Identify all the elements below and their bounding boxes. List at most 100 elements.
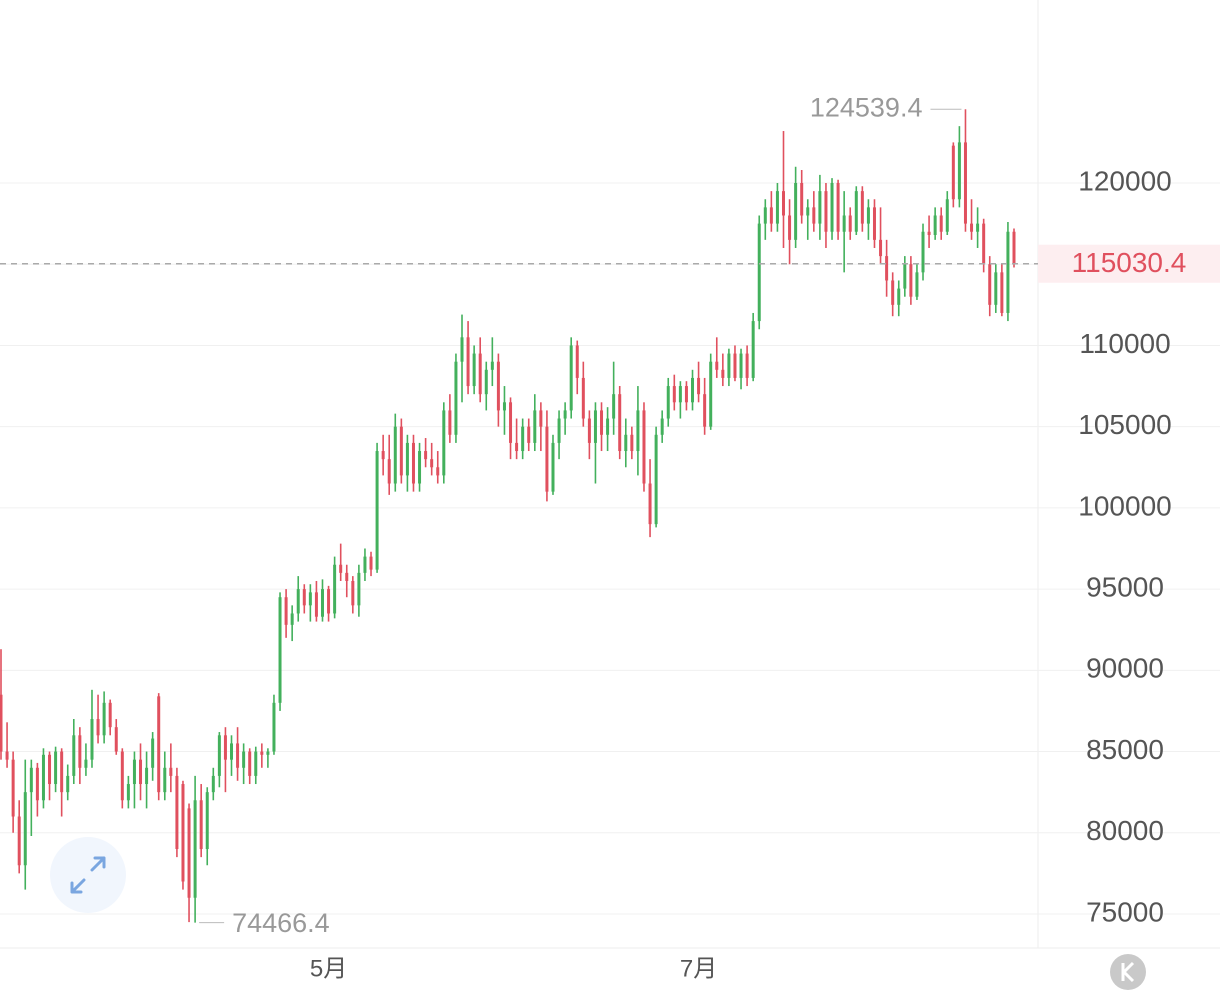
candle-body bbox=[678, 386, 682, 403]
candle-body bbox=[466, 337, 470, 387]
candle-body bbox=[369, 556, 373, 570]
candle-body bbox=[1000, 272, 1004, 313]
candle-body bbox=[430, 459, 434, 468]
candle-body bbox=[187, 808, 191, 898]
candle-body bbox=[29, 767, 33, 793]
candle-body bbox=[848, 215, 852, 232]
candle-body bbox=[175, 775, 179, 850]
candle-body bbox=[781, 191, 785, 216]
y-tick-label: 120000 bbox=[1078, 165, 1171, 196]
candle-body bbox=[533, 410, 537, 443]
candle-body bbox=[41, 754, 45, 801]
candle-body bbox=[333, 564, 337, 614]
candle-body bbox=[775, 191, 779, 224]
candle-body bbox=[697, 377, 701, 395]
candle-body bbox=[296, 589, 300, 614]
candle-body bbox=[387, 459, 391, 484]
candle-body bbox=[442, 410, 446, 476]
expand-button[interactable] bbox=[50, 837, 126, 913]
candle-body bbox=[242, 751, 246, 768]
x-tick-label: 7月 bbox=[680, 955, 717, 982]
candle-body bbox=[472, 353, 476, 387]
candle-body bbox=[921, 231, 925, 273]
candle-body bbox=[933, 215, 937, 235]
candle-body bbox=[308, 592, 312, 606]
candle-body bbox=[812, 207, 816, 224]
candle-body bbox=[248, 751, 252, 776]
candle-body bbox=[642, 410, 646, 484]
candle-body bbox=[872, 207, 876, 240]
candle-body bbox=[496, 361, 500, 411]
candle-body bbox=[484, 369, 488, 395]
candle-body bbox=[951, 145, 955, 200]
candle-body bbox=[284, 597, 288, 625]
candle-body bbox=[903, 264, 907, 289]
candle-body bbox=[460, 337, 464, 362]
last-price-bg bbox=[1038, 244, 1220, 283]
candle-body bbox=[478, 353, 482, 395]
candle-body bbox=[490, 361, 494, 370]
candle-body bbox=[339, 564, 343, 573]
candle-body bbox=[618, 394, 622, 452]
candle-body bbox=[205, 792, 209, 850]
candle-body bbox=[254, 751, 258, 776]
candle-body bbox=[727, 353, 731, 378]
candle-body bbox=[314, 592, 318, 617]
candle-body bbox=[527, 426, 531, 443]
expand-icon[interactable] bbox=[70, 856, 106, 894]
candle-body bbox=[806, 207, 810, 216]
y-tick-label: 85000 bbox=[1086, 734, 1164, 765]
candle-body bbox=[666, 386, 670, 419]
candle-body bbox=[654, 434, 658, 525]
candle-body bbox=[357, 572, 361, 606]
candle-body bbox=[399, 426, 403, 476]
expand-button-bg[interactable] bbox=[50, 837, 126, 913]
k-button[interactable] bbox=[1110, 954, 1146, 990]
candle-body bbox=[502, 402, 506, 411]
candle-body bbox=[636, 410, 640, 452]
candle-body bbox=[551, 442, 555, 492]
candle-body bbox=[17, 816, 21, 866]
candle-body bbox=[5, 751, 9, 760]
candle-body bbox=[393, 426, 397, 484]
candle-body bbox=[593, 410, 597, 443]
candle-body bbox=[405, 442, 409, 476]
candle-body bbox=[23, 792, 27, 866]
candle-body bbox=[223, 735, 227, 760]
candle-body bbox=[351, 580, 355, 606]
candle-body bbox=[569, 345, 573, 411]
candle-body bbox=[818, 191, 822, 224]
candle-body bbox=[897, 288, 901, 305]
candle-body bbox=[982, 223, 986, 265]
candle-body bbox=[48, 754, 52, 785]
k-button-bg[interactable] bbox=[1110, 954, 1146, 990]
candle-body bbox=[606, 418, 610, 435]
candle-body bbox=[102, 702, 106, 736]
candle-body bbox=[945, 199, 949, 232]
candle-body bbox=[745, 353, 749, 378]
candle-body bbox=[193, 800, 197, 898]
candle-body bbox=[715, 361, 719, 370]
candle-body bbox=[35, 767, 39, 801]
candle-body bbox=[739, 353, 743, 378]
candle-body bbox=[211, 775, 215, 793]
y-tick-label: 75000 bbox=[1086, 896, 1164, 927]
candle-body bbox=[66, 775, 70, 793]
high-label: 124539.4 bbox=[810, 92, 923, 122]
candle-body bbox=[824, 191, 828, 232]
y-tick-label: 90000 bbox=[1086, 653, 1164, 684]
k-icon[interactable] bbox=[1121, 961, 1135, 983]
candle-body bbox=[957, 142, 961, 200]
y-tick-label: 110000 bbox=[1079, 328, 1170, 359]
candle-body bbox=[970, 223, 974, 232]
candle-body bbox=[424, 451, 428, 460]
candle-body bbox=[345, 572, 349, 581]
candle-body bbox=[157, 696, 161, 793]
candle-body bbox=[800, 183, 804, 216]
candle-body bbox=[836, 183, 840, 232]
candle-body bbox=[721, 369, 725, 378]
candle-body bbox=[963, 142, 967, 224]
last-price-label: 115030.4 bbox=[1072, 247, 1187, 278]
candle-body bbox=[145, 767, 149, 785]
